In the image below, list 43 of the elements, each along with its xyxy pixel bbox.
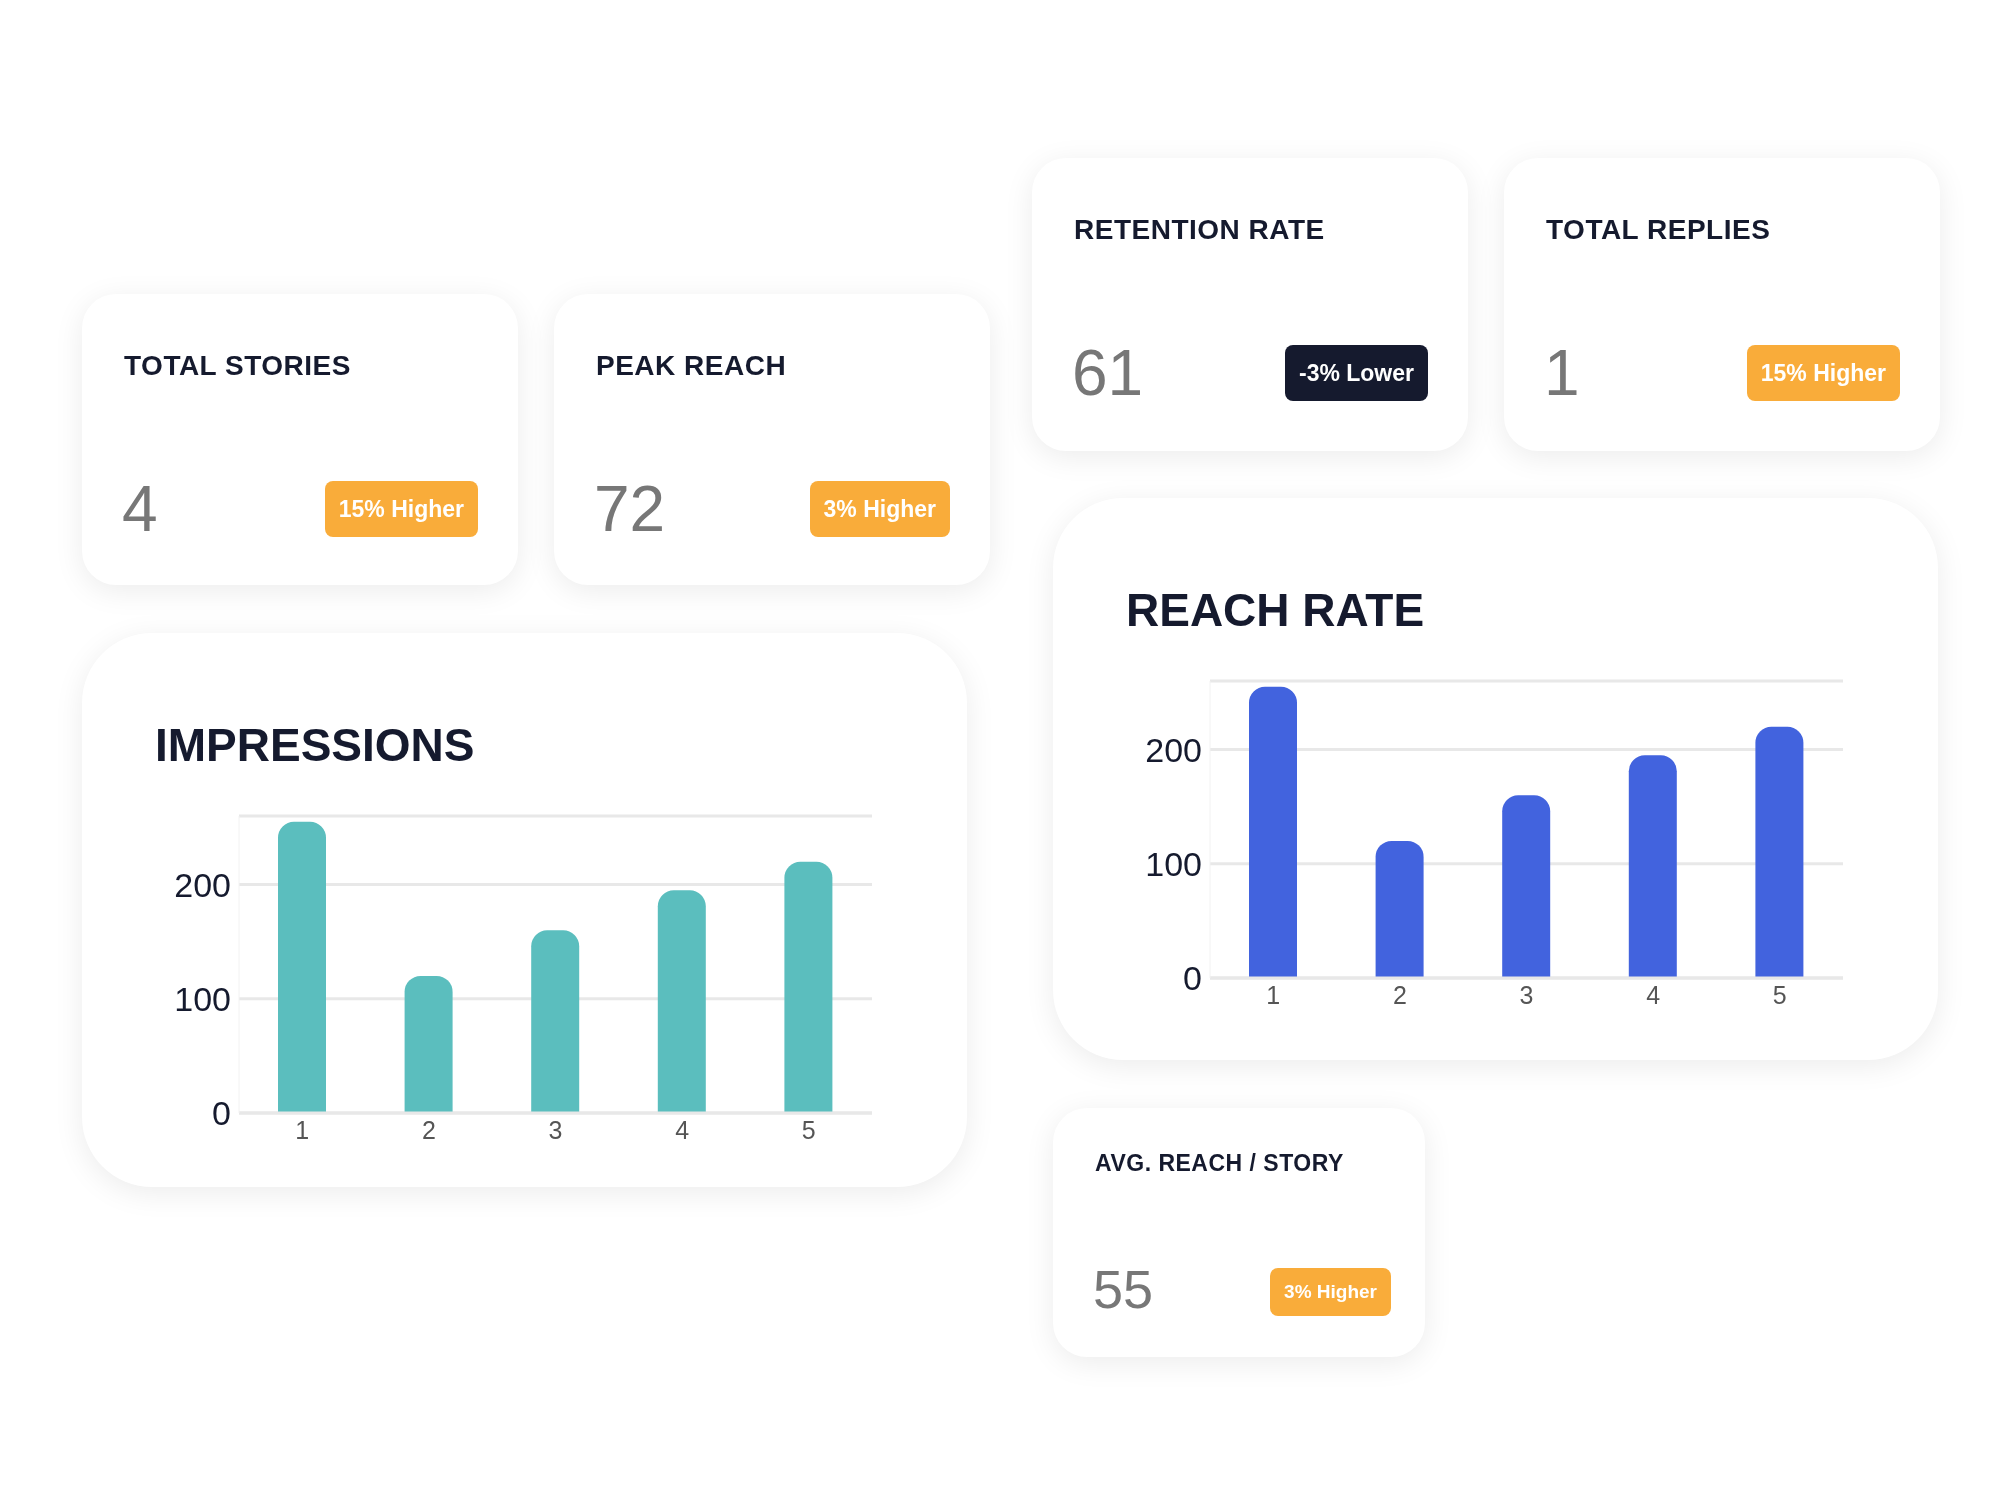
x-tick-label: 5 — [1772, 980, 1787, 1009]
text: 72 — [594, 472, 666, 546]
y-tick-label: 100 — [1145, 844, 1202, 883]
y-tick-label: 0 — [1183, 959, 1202, 998]
x-tick-label: 1 — [1266, 980, 1281, 1009]
bar — [531, 930, 580, 1113]
text: 3% Higher — [1270, 1268, 1391, 1316]
text: RETENTION RATE — [1074, 214, 1325, 246]
text: 15% Higher — [1746, 345, 1900, 401]
text: 61 — [1072, 336, 1144, 410]
x-tick-label: 3 — [548, 1115, 563, 1144]
x-tick-label: 2 — [421, 1115, 436, 1144]
text: 4 — [122, 472, 158, 546]
y-tick-label: 0 — [212, 1094, 231, 1133]
text: 1 — [1544, 336, 1580, 410]
text: PEAK REACH — [596, 350, 787, 382]
x-tick-label: 3 — [1519, 980, 1534, 1009]
text: TOTAL REPLIES — [1546, 214, 1771, 246]
x-tick-label: 4 — [1646, 980, 1661, 1009]
chart-title: REACH RATE — [1126, 583, 1425, 637]
text: -3% Lower — [1284, 345, 1428, 401]
bar — [1375, 840, 1424, 978]
text: 3% Higher — [809, 481, 950, 537]
bar — [1249, 686, 1297, 978]
chart-title: IMPRESSIONS — [155, 718, 475, 772]
bar — [657, 890, 706, 1113]
x-tick-label: 1 — [295, 1115, 310, 1144]
bar — [1502, 795, 1551, 978]
text: 55 — [1093, 1258, 1154, 1320]
text: AVG. REACH / STORY — [1095, 1150, 1344, 1177]
bar — [1755, 726, 1804, 978]
x-tick-label: 4 — [675, 1115, 690, 1144]
x-tick-label: 5 — [801, 1115, 816, 1144]
bar — [1628, 755, 1677, 978]
x-tick-label: 2 — [1392, 980, 1407, 1009]
y-tick-label: 200 — [1145, 730, 1202, 769]
y-tick-label: 100 — [174, 979, 231, 1018]
bar — [278, 821, 326, 1113]
bar — [404, 975, 453, 1113]
y-tick-label: 200 — [174, 865, 231, 904]
text: TOTAL STORIES — [124, 350, 351, 382]
bar — [784, 861, 833, 1113]
text: 15% Higher — [324, 481, 478, 537]
